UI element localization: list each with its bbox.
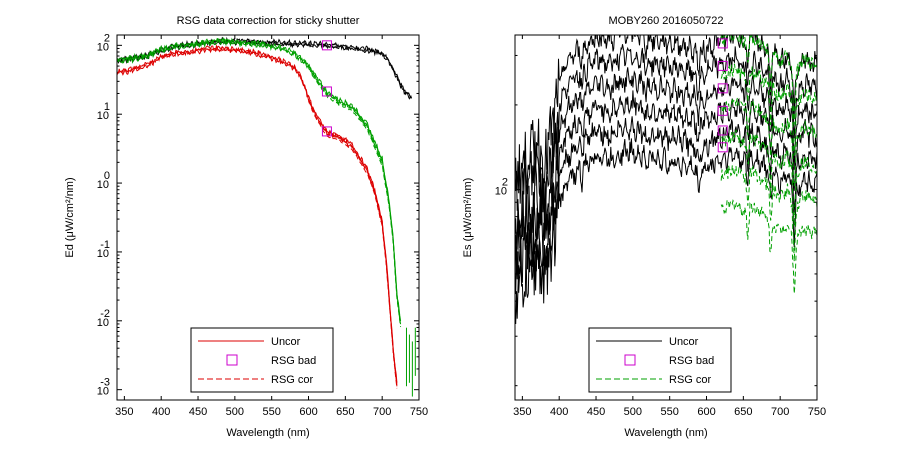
legend: Uncor RSG bad RSG cor [190,327,334,393]
x-tick-label: 400 [152,406,170,418]
y-tick-exponent: 1 [104,101,110,113]
x-tick-label: 550 [263,406,281,418]
legend-label: RSG cor [271,374,314,386]
y-tick-label: 10 [97,386,109,398]
y-tick-label: 10 [495,185,507,197]
series-line-2 [117,37,402,321]
legend-label: RSG bad [271,355,316,367]
legend-swatch-square [624,354,636,366]
y-tick-exponent: 2 [104,32,110,44]
legend-box [190,327,334,393]
y-tick-label: 10 [97,248,109,260]
legend-label: RSG cor [669,374,712,386]
x-tick-label: 700 [373,406,391,418]
rsg-bad-marker [717,142,728,153]
plot-area [117,36,416,397]
chart-title: MOBY260 2016050722 [609,15,724,27]
series-line-4 [308,66,402,325]
y-tick-label: 10 [97,317,109,329]
x-tick-label: 450 [587,406,605,418]
chart-title: RSG data correction for sticky shutter [177,15,360,27]
x-tick-label: 350 [513,406,531,418]
legend-box [588,327,732,393]
legend-label: RSG bad [669,355,714,367]
y-tick-label: 10 [97,179,109,191]
rsg-bad-marker [717,83,728,94]
y-axis-label: Es (μW/cm²/nm) [462,178,474,258]
uncor-spectrum-4 [515,90,817,273]
x-tick-label: 500 [226,406,244,418]
x-tick-label: 450 [189,406,207,418]
x-tick-label: 650 [734,406,752,418]
uncor-spectrum-5 [515,116,817,295]
x-axis-label: Wavelength (nm) [624,427,707,439]
y-tick-exponent: -1 [100,239,110,251]
x-tick-label: 750 [410,406,428,418]
legend-swatch-square [226,354,238,366]
chart-2: MOBY260 2016050722 Wavelength (nm) Es (μW/… [462,15,826,439]
axes-frame [514,34,818,401]
series-line-2-b [117,38,402,325]
x-tick-label: 650 [336,406,354,418]
x-tick-label: 750 [808,406,826,418]
series-line-5-b [308,100,398,389]
x-axis-label: Wavelength (nm) [226,427,309,439]
cor-spectrum-4 [721,129,817,226]
y-tick-label: 10 [97,110,109,122]
legend-label: Uncor [669,336,699,348]
cor-spectrum-6 [720,199,817,294]
legend: Uncor RSG bad RSG cor [588,327,732,393]
axes-frame [116,34,420,401]
rsg-bad-marker [717,105,728,116]
x-tick-label: 350 [115,406,133,418]
x-tick-label: 500 [624,406,642,418]
y-axis-label: Ed (μW/cm²/nm) [64,177,76,257]
y-tick-exponent: 0 [104,170,110,182]
cor-spectrum-2 [720,63,817,156]
y-tick-exponent: 2 [502,176,508,188]
cor-spectrum-1 [720,35,817,125]
rsg-bad-marker [717,60,728,71]
series-line-3-b [117,45,398,385]
legend-label: Uncor [271,336,301,348]
series-line-4-b [308,67,402,328]
chart-1: RSG data correction for sticky shutter Wa… [64,15,428,439]
uncor-spectrum-6 [515,138,817,325]
rsg-bad-marker [321,126,332,137]
x-tick-label: 600 [697,406,715,418]
rsg-bad-marker [321,86,332,97]
uncor-spectrum-2 [515,44,817,229]
x-tick-label: 550 [661,406,679,418]
x-tick-label: 700 [771,406,789,418]
x-tick-label: 400 [550,406,568,418]
cor-spectrum-3 [721,97,817,187]
x-tick-label: 600 [299,406,317,418]
plot-area [515,35,817,325]
y-tick-label: 10 [97,41,109,53]
rsg-bad-marker [717,38,728,49]
series-line-5 [308,98,398,387]
y-tick-exponent: -3 [100,377,110,389]
rsg-bad-marker [321,40,332,51]
rsg-bad-marker [717,125,728,136]
y-tick-exponent: -2 [100,308,110,320]
uncor-spectrum-3 [515,67,817,250]
